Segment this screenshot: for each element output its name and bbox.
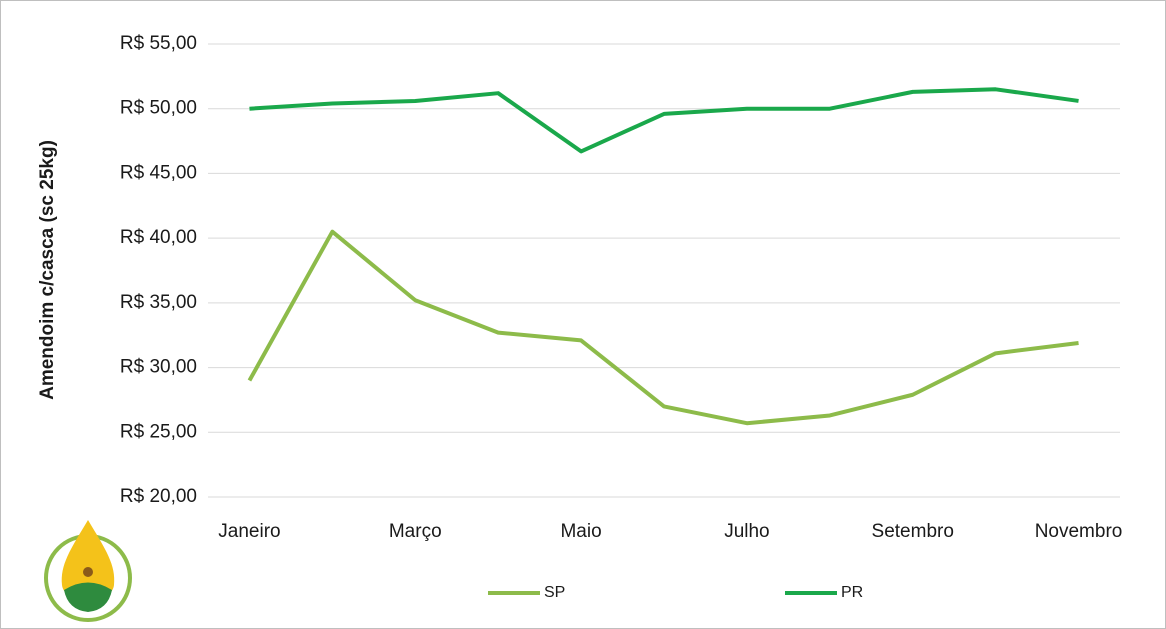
y-axis-label: Amendoim c/casca (sc 25kg)	[37, 140, 58, 400]
y-tick-label: R$ 30,00	[120, 357, 197, 378]
legend-label: SP	[544, 584, 565, 601]
x-tick-label: Março	[389, 521, 442, 542]
y-tick-label: R$ 20,00	[120, 486, 197, 507]
x-tick-label: Julho	[724, 521, 769, 542]
y-tick-label: R$ 40,00	[120, 227, 197, 248]
y-tick-label: R$ 35,00	[120, 292, 197, 313]
y-tick-label: R$ 45,00	[120, 162, 197, 183]
y-tick-label: R$ 50,00	[120, 98, 197, 119]
x-tick-label: Novembro	[1035, 521, 1123, 542]
y-tick-label: R$ 25,00	[120, 421, 197, 442]
legend-label: PR	[841, 584, 863, 601]
x-tick-label: Maio	[560, 521, 601, 542]
series-line	[247, 229, 1079, 426]
x-tick-label: Janeiro	[218, 521, 280, 542]
y-tick-label: R$ 55,00	[120, 33, 197, 54]
x-tick-label: Setembro	[872, 521, 954, 542]
series-line	[249, 87, 1079, 154]
logo	[44, 520, 132, 622]
